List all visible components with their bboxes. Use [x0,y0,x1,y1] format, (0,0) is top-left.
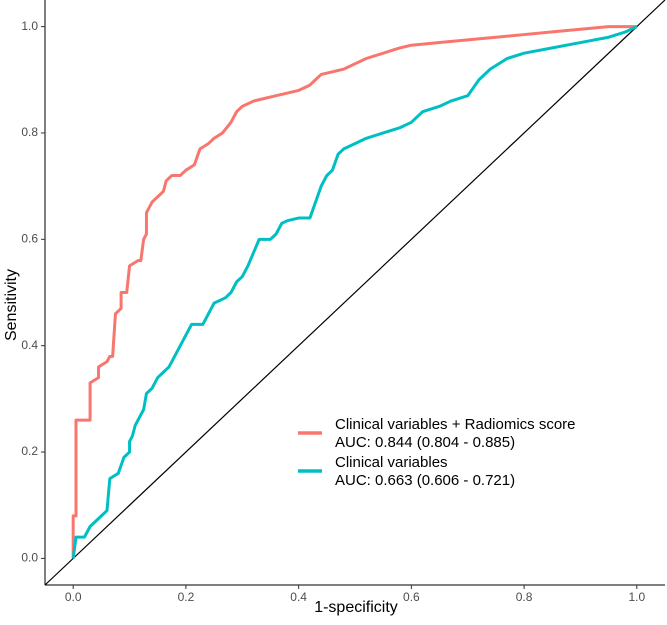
reference-diagonal [44,0,666,586]
y-tick-label: 0.8 [21,125,38,139]
y-tick-label: 0.4 [21,338,38,352]
y-tick-label: 0.6 [21,231,38,245]
roc-curve [71,25,637,559]
x-tick-label: 0.6 [403,590,420,604]
y-axis-title: Sensitivity [3,269,20,341]
legend-auc: AUC: 0.844 (0.804 - 0.885) [335,434,515,451]
legend-label: Clinical variables [335,454,448,471]
y-tick-label: 0.2 [21,444,38,458]
y-tick-label: 1.0 [21,19,38,33]
x-tick-label: 0.4 [290,590,307,604]
x-tick-label: 1.0 [628,590,645,604]
roc-curve [71,25,638,559]
legend-auc: AUC: 0.663 (0.606 - 0.721) [335,472,515,489]
x-tick-label: 0.2 [178,590,195,604]
y-tick-label: 0.0 [21,551,38,565]
x-axis-title: 1-specificity [314,599,398,616]
x-tick-label: 0.8 [516,590,533,604]
x-tick-label: 0.0 [65,590,82,604]
legend-label: Clinical variables + Radiomics score [335,416,576,433]
